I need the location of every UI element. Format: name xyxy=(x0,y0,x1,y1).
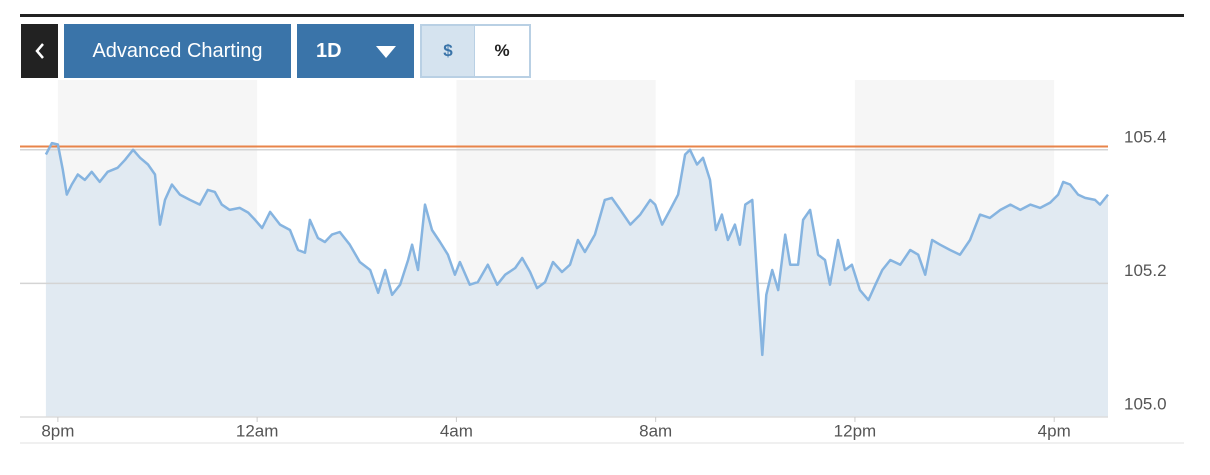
y-tick-label: 105.0 xyxy=(1124,394,1167,413)
x-tick-label: 4pm xyxy=(1038,421,1071,440)
x-tick-label: 8am xyxy=(639,421,672,440)
x-tick-label: 12am xyxy=(236,421,279,440)
area-fill xyxy=(45,143,1108,417)
price-line xyxy=(44,141,1109,357)
percent-toggle[interactable]: % xyxy=(475,24,531,78)
dropdown-arrow xyxy=(376,46,396,58)
x-tick-label: 4am xyxy=(440,421,473,440)
x-tick-label: 8pm xyxy=(41,421,74,440)
y-tick-label: 105.2 xyxy=(1124,261,1167,280)
back-button[interactable] xyxy=(21,24,58,78)
top-rule xyxy=(20,14,1184,17)
back-icon xyxy=(34,43,44,59)
y-tick-label: 105.4 xyxy=(1124,127,1167,146)
advanced-charting-button[interactable]: Advanced Charting xyxy=(64,24,291,78)
range-dropdown[interactable]: 1D xyxy=(297,24,414,78)
x-tick-label: 12pm xyxy=(834,421,877,440)
range-label: 1D xyxy=(316,39,342,62)
